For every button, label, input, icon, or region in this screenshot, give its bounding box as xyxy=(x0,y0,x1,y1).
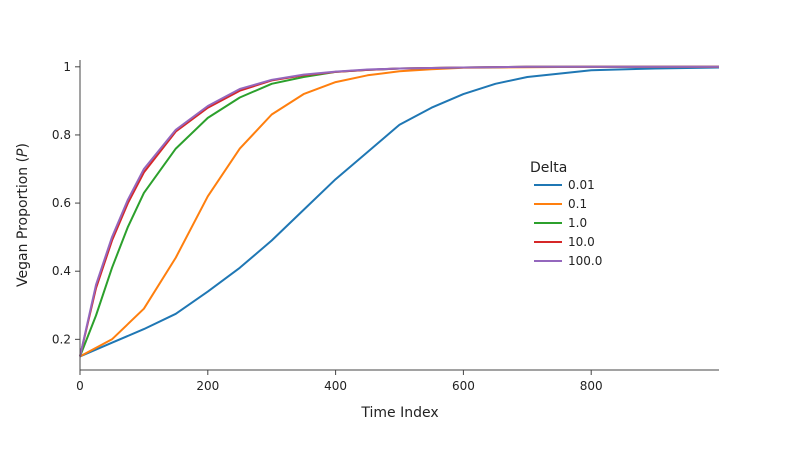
y-ticks: 0.2 0.4 0.6 0.8 1 xyxy=(52,60,80,346)
y-axis-title-symbol: P xyxy=(15,148,31,157)
y-tick-label: 0.4 xyxy=(52,264,71,278)
legend-title: Delta xyxy=(530,160,567,176)
series-line-100-0 xyxy=(79,65,719,357)
legend-label: 100.0 xyxy=(568,254,602,268)
y-axis-title-suffix: ) xyxy=(15,143,31,148)
x-tick-label: 200 xyxy=(196,379,219,393)
y-tick-label: 0.8 xyxy=(52,128,71,142)
series-lines xyxy=(79,65,720,358)
y-tick-label: 1 xyxy=(63,60,71,74)
legend-label: 0.1 xyxy=(568,197,587,211)
y-tick-label: 0.2 xyxy=(52,332,71,346)
legend-label: 0.01 xyxy=(568,178,595,192)
axes xyxy=(79,60,719,371)
legend-label: 1.0 xyxy=(568,216,587,230)
legend: Delta 0.01 0.1 1.0 10.0 100.0 xyxy=(530,160,602,268)
series-line-0-01 xyxy=(79,66,720,358)
x-tick-label: 0 xyxy=(76,379,84,393)
legend-label: 10.0 xyxy=(568,235,595,249)
x-axis-title: Time Index xyxy=(360,405,438,421)
y-tick-label: 0.6 xyxy=(52,196,71,210)
x-tick-label: 600 xyxy=(452,379,475,393)
x-tick-label: 800 xyxy=(580,379,603,393)
x-tick-label: 400 xyxy=(324,379,347,393)
y-axis-title: Vegan Proportion (P) xyxy=(15,143,31,287)
x-ticks: 0 200 400 600 800 xyxy=(76,370,603,393)
y-axis-title-prefix: Vegan Proportion ( xyxy=(15,157,31,287)
